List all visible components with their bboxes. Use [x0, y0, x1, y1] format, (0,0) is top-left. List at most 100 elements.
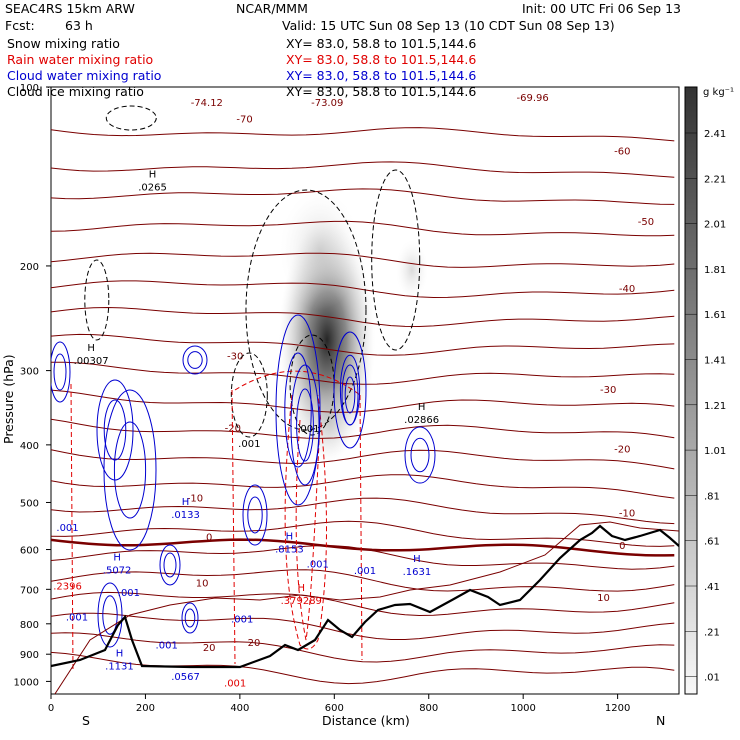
- cloud-water-contour-inner: [344, 376, 356, 414]
- extremum-label: .00307: [74, 356, 109, 367]
- isotherm-line: [51, 449, 675, 470]
- extremum-label: .001: [238, 439, 260, 450]
- isotherm-label: -60: [614, 147, 630, 158]
- extremum-label: .001: [56, 523, 78, 534]
- field-name: Rain water mixing ratio: [7, 52, 153, 67]
- isotherm-line: [51, 306, 675, 328]
- extremum-label: .0133: [171, 510, 200, 521]
- isotherm-line: [51, 591, 675, 617]
- extremum-label: .1631: [403, 567, 432, 578]
- isotherm-line: [51, 280, 675, 299]
- init-time: Init: 00 UTC Fri 06 Sep 13: [522, 1, 681, 16]
- x-axis-label: Distance (km): [322, 713, 410, 728]
- colorbar-label: .81: [704, 491, 720, 502]
- cloud-water-contour: [275, 314, 321, 506]
- extremum-h-marker: H: [182, 497, 190, 508]
- cloud-water-contour-inner: [247, 496, 263, 534]
- isotherm-line: [51, 418, 675, 439]
- center-title: NCAR/MMM: [236, 1, 308, 16]
- y-tick-label: 800: [20, 620, 39, 631]
- rain-contour: [359, 394, 363, 661]
- x-tick-label: 800: [419, 703, 438, 714]
- isotherm-label: 20: [203, 643, 216, 654]
- extremum-label: .001: [231, 615, 253, 626]
- isotherm-line: [51, 220, 675, 237]
- fcst-value: 63 h: [65, 18, 93, 33]
- snow-contour: [245, 189, 367, 431]
- isotherm-line: [51, 612, 675, 640]
- cloud-water-contour: [159, 544, 181, 586]
- field-name: Cloud water mixing ratio: [7, 68, 161, 83]
- isotherm-line: [51, 569, 675, 592]
- cloud-water-contour-inner: [184, 608, 196, 628]
- y-tick-label: 500: [20, 498, 39, 509]
- right-end-label: N: [656, 713, 665, 728]
- isotherm-label: 10: [196, 579, 209, 590]
- isotherm-line: [51, 188, 675, 205]
- y-axis-label: Pressure (hPa): [1, 354, 16, 444]
- y-tick-label: 300: [20, 367, 39, 378]
- x-axis: 0 200 400 600 800 1000 1200: [48, 694, 630, 714]
- isotherm-line: [51, 361, 675, 385]
- y-axis: 100 200 300 400 500 600 700 800 900 1000: [14, 83, 51, 688]
- colorbar: g kg⁻¹ 2.41 2.21 2.01 1.81 1.61 1.41 1.21 1.01.…: [684, 86, 734, 695]
- extremum-label: -74.12: [191, 98, 223, 109]
- valid-time: Valid: 15 UTC Sun 08 Sep 13 (10 CDT Sun …: [282, 18, 615, 33]
- isotherm-label: -30: [600, 385, 616, 396]
- colorbar-label: 2.41: [704, 129, 726, 140]
- extremum-label: .1131: [105, 661, 134, 672]
- cloud-water-contour: [290, 364, 320, 486]
- extremum-label: .379289: [281, 596, 322, 607]
- isotherm-label: -40: [619, 284, 635, 295]
- extremum-label: .0567: [171, 672, 200, 683]
- field-xy: XY= 83.0, 58.8 to 101.5,144.6: [286, 36, 476, 51]
- isotherm-label: 0: [206, 533, 212, 544]
- colorbar-label: 2.21: [704, 174, 726, 185]
- temperature-isotherms: -70 -60 -50 -40 -30 -30 -20 -20 -10 -10 0 0 10 10 20 20: [51, 115, 675, 685]
- colorbar-label: 1.81: [704, 265, 726, 276]
- snow-contour: [84, 259, 110, 341]
- cloud-water-contour: [242, 484, 268, 546]
- rain-contour: [295, 419, 321, 641]
- isotherm-line: [51, 651, 675, 685]
- x-tick-label: 200: [136, 703, 155, 714]
- extremum-label: -69.96: [516, 93, 548, 104]
- isotherm-label: -10: [619, 509, 635, 520]
- extremum-label: .02866: [404, 415, 439, 426]
- field-xy: XY= 83.0, 58.8 to 101.5,144.6: [286, 84, 476, 99]
- terrain-line: [51, 524, 679, 669]
- isotherm-label: -30: [227, 352, 243, 363]
- extremum-h-marker: H: [87, 343, 95, 354]
- snow-contour: [371, 169, 421, 351]
- cloud-water-contour: [333, 331, 367, 449]
- cloud-water-contour-inner: [187, 351, 203, 369]
- colorbar-label: .41: [704, 582, 720, 593]
- extremum-label: .001: [297, 424, 319, 435]
- y-tick-label: 100: [20, 83, 39, 94]
- isotherm-label: -10: [187, 493, 203, 504]
- isotherm-line: [51, 252, 675, 268]
- colorbar-label: .61: [704, 537, 720, 548]
- x-tick-label: 1200: [605, 703, 630, 714]
- colorbar-unit: g kg⁻¹: [703, 87, 734, 98]
- field-name: Cloud ice mixing ratio: [7, 84, 144, 99]
- isotherm-label: -70: [236, 115, 252, 126]
- extremum-h-marker: H: [113, 552, 121, 563]
- cloud-water-contour: [182, 345, 208, 375]
- extremum-h-marker: H: [149, 169, 157, 180]
- extremum-h-marker: H: [286, 532, 294, 543]
- isotherm-line: [51, 127, 675, 142]
- rain-contour: [231, 389, 236, 665]
- model-title: SEAC4RS 15km ARW: [5, 1, 135, 16]
- x-tick-label: 400: [230, 703, 249, 714]
- cloud-water-contour-inner: [113, 421, 147, 519]
- isotherm-label: 0: [619, 541, 625, 552]
- cloud-water-contour-inner: [296, 388, 314, 462]
- isotherm-line: [51, 497, 675, 525]
- colorbar-label: 1.21: [704, 401, 726, 412]
- extremum-label: .0265: [138, 182, 167, 193]
- cloud-water-contour: [181, 602, 199, 634]
- snow-contour: [230, 352, 268, 438]
- cloud-water-contour: [51, 341, 71, 403]
- isotherm-label: -20: [225, 424, 241, 435]
